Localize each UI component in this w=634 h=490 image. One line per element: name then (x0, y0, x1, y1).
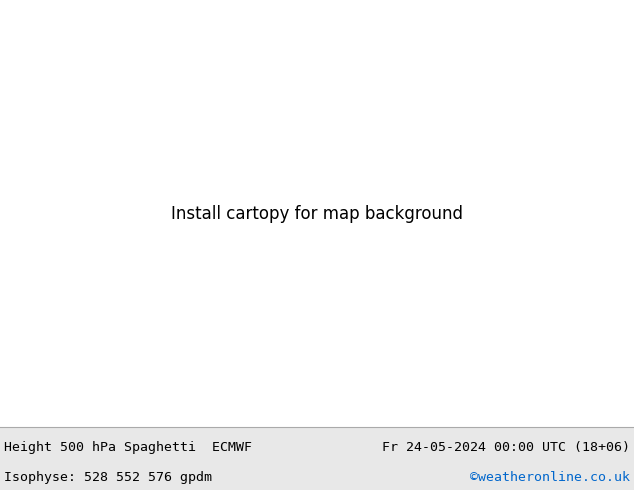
Text: Height 500 hPa Spaghetti  ECMWF: Height 500 hPa Spaghetti ECMWF (4, 441, 252, 454)
Text: Fr 24-05-2024 00:00 UTC (18+06): Fr 24-05-2024 00:00 UTC (18+06) (382, 441, 630, 454)
Text: Isophyse: 528 552 576 gpdm: Isophyse: 528 552 576 gpdm (4, 471, 212, 484)
Text: ©weatheronline.co.uk: ©weatheronline.co.uk (470, 471, 630, 484)
Text: Install cartopy for map background: Install cartopy for map background (171, 205, 463, 222)
